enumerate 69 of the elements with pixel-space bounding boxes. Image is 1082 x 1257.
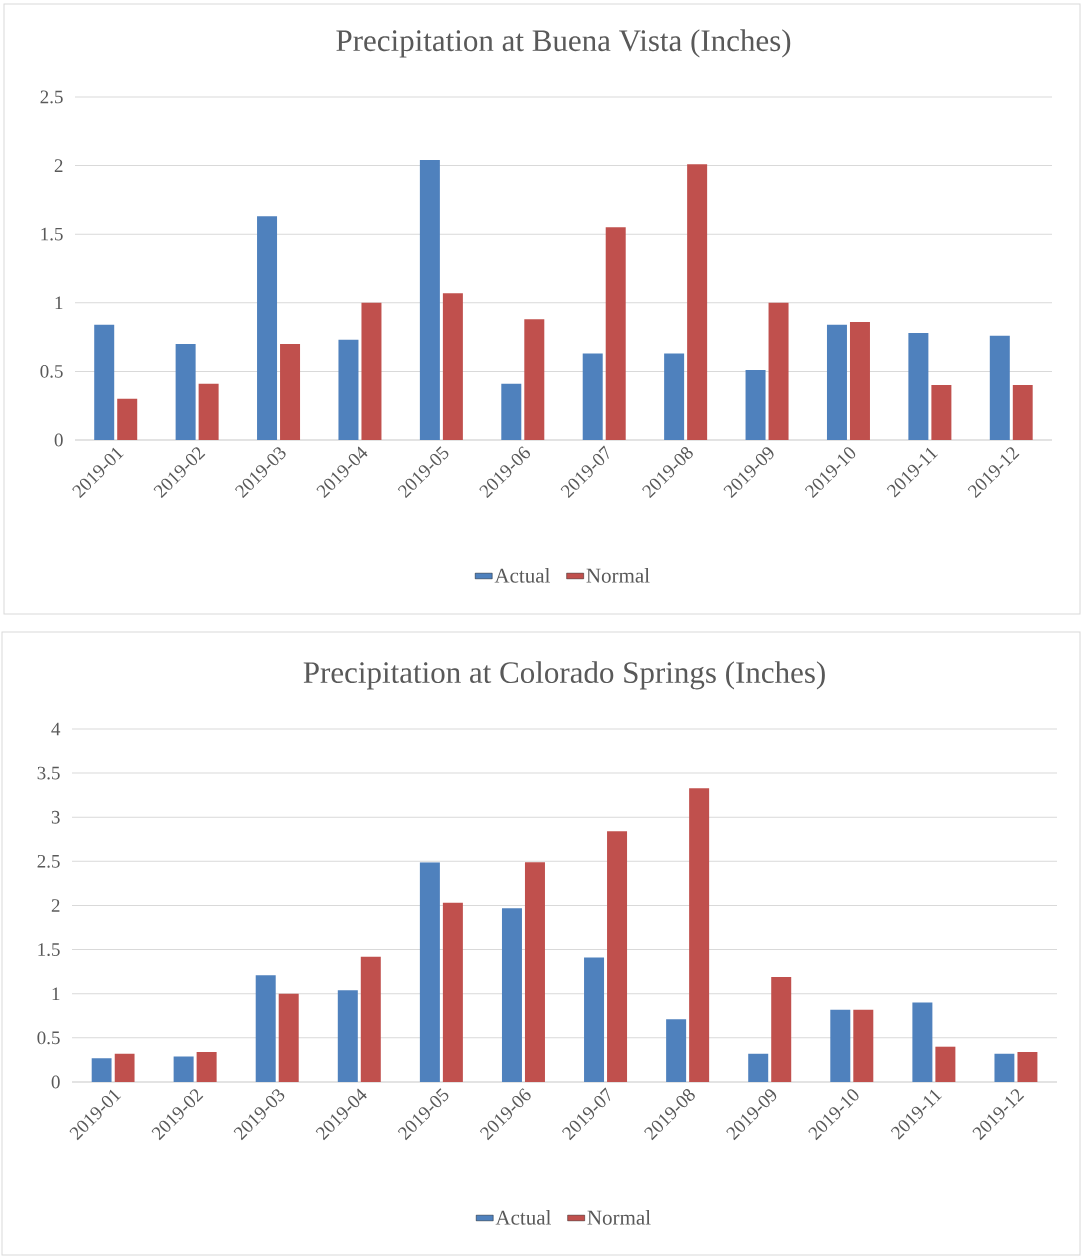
bar bbox=[605, 227, 626, 440]
bar bbox=[748, 1053, 769, 1082]
bar bbox=[771, 976, 792, 1082]
bar bbox=[826, 324, 847, 440]
chart-title: Precipitation at Colorado Springs (Inches) bbox=[303, 661, 825, 690]
bar bbox=[94, 324, 115, 440]
bar bbox=[666, 1019, 687, 1082]
bar bbox=[582, 353, 603, 440]
bar bbox=[989, 335, 1010, 440]
bar bbox=[337, 990, 358, 1082]
y-tick-label: 1 bbox=[55, 296, 63, 310]
y-tick-label: 3 bbox=[51, 810, 60, 824]
bar bbox=[196, 1051, 217, 1082]
y-tick-label: 2 bbox=[51, 899, 60, 912]
y-tick-label: 0 bbox=[51, 1075, 60, 1089]
y-tick-label: 1.5 bbox=[41, 227, 63, 241]
y-tick-label: 0.5 bbox=[40, 364, 63, 378]
y-tick-label: 2.5 bbox=[40, 90, 63, 104]
bar bbox=[173, 1056, 194, 1082]
legend-label: Actual bbox=[495, 1209, 551, 1225]
bar bbox=[935, 1046, 956, 1082]
bar bbox=[689, 788, 710, 1082]
bar bbox=[117, 398, 138, 440]
bar bbox=[849, 322, 870, 440]
y-tick-label: 4 bbox=[51, 722, 61, 736]
bar bbox=[501, 908, 522, 1082]
bar bbox=[524, 862, 545, 1082]
bar bbox=[994, 1053, 1015, 1082]
bar bbox=[338, 339, 359, 440]
bar bbox=[278, 993, 299, 1082]
bar bbox=[1017, 1051, 1038, 1082]
legend-label: Normal bbox=[587, 1209, 651, 1225]
y-tick-label: 3.5 bbox=[37, 766, 60, 780]
bar bbox=[114, 1053, 135, 1082]
bar bbox=[257, 216, 278, 440]
bar bbox=[419, 862, 440, 1082]
bar bbox=[175, 343, 196, 440]
bar bbox=[280, 343, 301, 440]
bar bbox=[91, 1058, 112, 1082]
legend-label: Normal bbox=[586, 567, 650, 583]
legend-label: Actual bbox=[494, 567, 550, 583]
bar bbox=[501, 383, 522, 440]
bar bbox=[687, 164, 708, 440]
bar bbox=[361, 302, 382, 440]
bar bbox=[931, 385, 952, 440]
y-tick-label: 0.5 bbox=[37, 1031, 60, 1045]
y-tick-label: 1 bbox=[52, 987, 60, 1001]
bar bbox=[745, 370, 766, 440]
chart-title: Precipitation at Buena Vista (Inches) bbox=[336, 29, 791, 58]
bar bbox=[255, 975, 276, 1082]
bar bbox=[768, 302, 789, 440]
bar bbox=[360, 956, 381, 1082]
bar bbox=[1012, 385, 1033, 440]
y-tick-label: 0 bbox=[54, 433, 63, 447]
y-tick-label: 2.5 bbox=[37, 854, 60, 868]
y-tick-label: 2 bbox=[54, 159, 63, 172]
bar bbox=[442, 293, 463, 440]
bar bbox=[584, 957, 605, 1082]
bar bbox=[419, 160, 440, 440]
bar bbox=[524, 319, 545, 440]
bar bbox=[908, 332, 929, 440]
bar bbox=[607, 831, 628, 1082]
bar bbox=[442, 902, 463, 1082]
bar bbox=[664, 353, 685, 440]
y-tick-label: 1.5 bbox=[38, 943, 60, 957]
bar bbox=[830, 1009, 851, 1082]
bar bbox=[198, 383, 219, 440]
bar bbox=[912, 1002, 933, 1082]
bar bbox=[853, 1009, 874, 1082]
